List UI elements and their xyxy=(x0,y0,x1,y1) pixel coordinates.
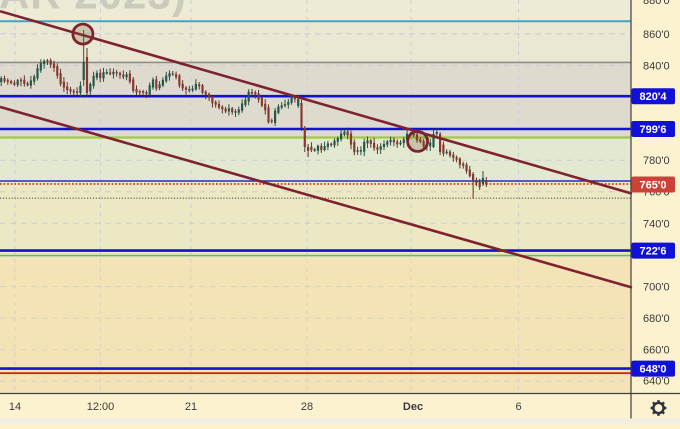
svg-text:(MAR 2023): (MAR 2023) xyxy=(0,0,187,18)
svg-text:880'0: 880'0 xyxy=(643,0,670,7)
svg-text:648'0: 648'0 xyxy=(639,364,666,376)
svg-text:660'0: 660'0 xyxy=(643,345,670,357)
svg-text:722'6: 722'6 xyxy=(639,246,666,258)
svg-text:680'0: 680'0 xyxy=(643,313,670,325)
svg-text:700'0: 700'0 xyxy=(643,282,670,294)
svg-text:Dec: Dec xyxy=(403,401,423,413)
svg-text:640'0: 640'0 xyxy=(643,375,670,387)
svg-text:6: 6 xyxy=(515,401,521,413)
svg-text:820'4: 820'4 xyxy=(639,91,667,103)
svg-text:21: 21 xyxy=(185,401,197,413)
svg-text:765'0: 765'0 xyxy=(639,180,666,192)
svg-text:740'0: 740'0 xyxy=(643,218,670,230)
svg-text:14: 14 xyxy=(9,401,21,413)
svg-text:780'0: 780'0 xyxy=(643,155,670,167)
svg-text:799'6: 799'6 xyxy=(639,124,666,136)
svg-text:28: 28 xyxy=(301,401,313,413)
svg-text:860'0: 860'0 xyxy=(643,29,670,41)
svg-text:840'0: 840'0 xyxy=(643,60,670,72)
svg-text:12:00: 12:00 xyxy=(87,401,115,413)
